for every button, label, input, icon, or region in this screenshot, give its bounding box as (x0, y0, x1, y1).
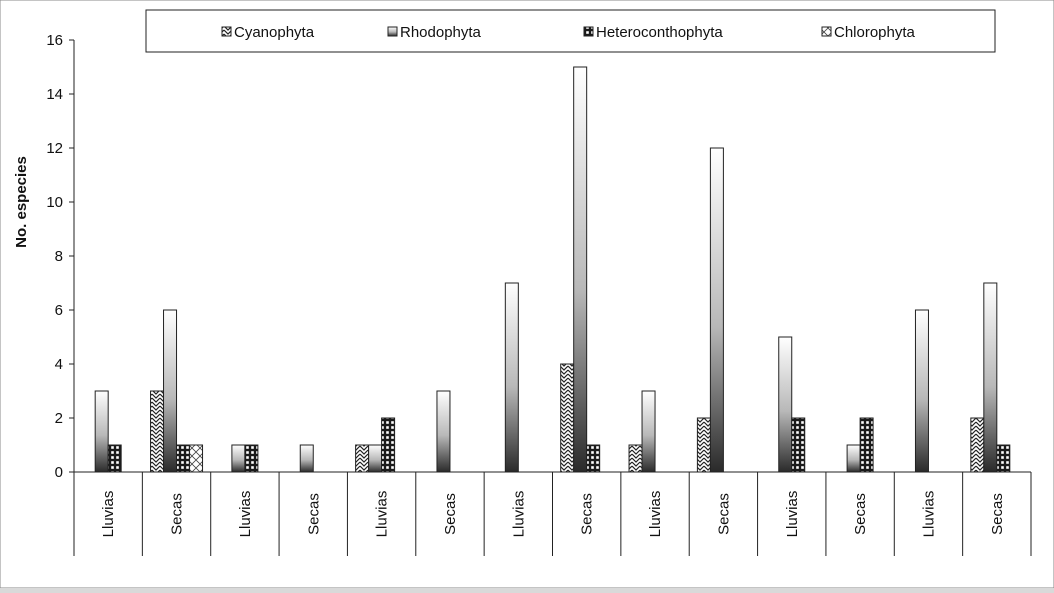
legend-label: Rhodophyta (400, 24, 482, 41)
bar-rhodophyta (778, 336, 793, 473)
bar-rhodophyta (641, 390, 656, 473)
legend-swatch (583, 26, 594, 37)
x-tick-label: Lluvias (374, 491, 391, 538)
x-tick-label: Secas (305, 493, 322, 535)
bar-rhodophyta (368, 444, 383, 473)
y-axis-label: No. especies (13, 156, 30, 248)
y-tick-label: 8 (55, 248, 63, 265)
bar-cyanophyta (696, 417, 711, 473)
bar-rhodophyta (94, 390, 109, 473)
x-tick-label: Lluvias (784, 491, 801, 538)
bar-rhodophyta (163, 309, 178, 473)
bar-heteroconthophyta (791, 417, 806, 473)
y-tick-label: 12 (46, 140, 63, 157)
legend-swatch (821, 26, 832, 37)
bar-cyanophyta (628, 444, 643, 473)
legend-label: Heteroconthophyta (596, 24, 723, 41)
x-tick-label: Secas (715, 493, 732, 535)
bar-cyanophyta (560, 363, 575, 473)
x-tick-label: Lluvias (647, 491, 664, 538)
bar-heteroconthophyta (176, 444, 191, 473)
bar-rhodophyta (846, 444, 861, 473)
x-tick-label: Secas (852, 493, 869, 535)
bar-heteroconthophyta (586, 444, 601, 473)
y-tick-label: 16 (46, 32, 63, 49)
legend-swatch (221, 26, 232, 37)
bar-rhodophyta (983, 282, 998, 473)
y-tick-label: 6 (55, 302, 63, 319)
x-tick-label: Secas (989, 493, 1006, 535)
bar-rhodophyta (231, 444, 246, 473)
x-tick-label: Lluvias (237, 491, 254, 538)
bar-rhodophyta (299, 444, 314, 473)
bars (94, 66, 1011, 473)
x-tick-label: Lluvias (510, 491, 527, 538)
x-tick-label: Lluvias (100, 491, 117, 538)
bar-cyanophyta (150, 390, 165, 473)
y-tick-label: 2 (55, 410, 63, 427)
bar-heteroconthophyta (996, 444, 1011, 473)
y-tick-label: 10 (46, 194, 63, 211)
bar-rhodophyta (573, 66, 588, 473)
bar-rhodophyta (914, 309, 929, 473)
legend-box (145, 9, 996, 53)
legend-label: Cyanophyta (234, 24, 315, 41)
bar-rhodophyta (504, 282, 519, 473)
bar-cyanophyta (970, 417, 985, 473)
bar-chlorophyta (189, 444, 204, 473)
bar-heteroconthophyta (859, 417, 874, 473)
y-tick-label: 0 (55, 464, 63, 481)
bar-heteroconthophyta (381, 417, 396, 473)
legend: Cyanophyta Rhodophyta Heteroconthophyta Chl… (145, 9, 996, 53)
bar-heteroconthophyta (244, 444, 259, 473)
bar-cyanophyta (355, 444, 370, 473)
x-tick-label: Secas (169, 493, 186, 535)
x-tick-label: Lluvias (920, 491, 937, 538)
y-tick-label: 14 (46, 86, 63, 103)
x-tick-label: Secas (579, 493, 596, 535)
bar-rhodophyta (436, 390, 451, 473)
axes: 0 2 4 6 8 10 12 14 16 Lluvias Secas Lluvias Secas Llu… (46, 32, 1032, 556)
x-tick-label: Secas (442, 493, 459, 535)
bar-heteroconthophyta (107, 444, 122, 473)
bar-rhodophyta (709, 147, 724, 473)
legend-swatch (387, 26, 398, 37)
legend-label: Chlorophyta (834, 24, 916, 41)
y-tick-label: 4 (55, 356, 63, 373)
